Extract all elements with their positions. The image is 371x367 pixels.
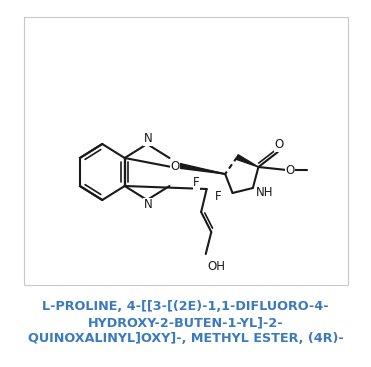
Text: O: O [274, 138, 283, 152]
Text: QUINOXALINYL]OXY]-, METHYL ESTER, (4R)-: QUINOXALINYL]OXY]-, METHYL ESTER, (4R)- [27, 333, 343, 345]
FancyBboxPatch shape [24, 17, 348, 285]
Text: N: N [144, 199, 152, 211]
Polygon shape [177, 163, 225, 174]
Text: HYDROXY-2-BUTEN-1-YL]-2-: HYDROXY-2-BUTEN-1-YL]-2- [88, 316, 283, 330]
Text: L-PROLINE, 4-[[3-[(2E)-1,1-DIFLUORO-4-: L-PROLINE, 4-[[3-[(2E)-1,1-DIFLUORO-4- [42, 301, 329, 313]
Text: O: O [170, 160, 180, 172]
Text: NH: NH [256, 185, 274, 199]
Text: F: F [193, 177, 200, 189]
Text: F: F [214, 189, 221, 203]
Text: O: O [285, 164, 295, 177]
Polygon shape [236, 155, 259, 167]
Text: OH: OH [208, 259, 226, 273]
Text: N: N [144, 132, 152, 145]
